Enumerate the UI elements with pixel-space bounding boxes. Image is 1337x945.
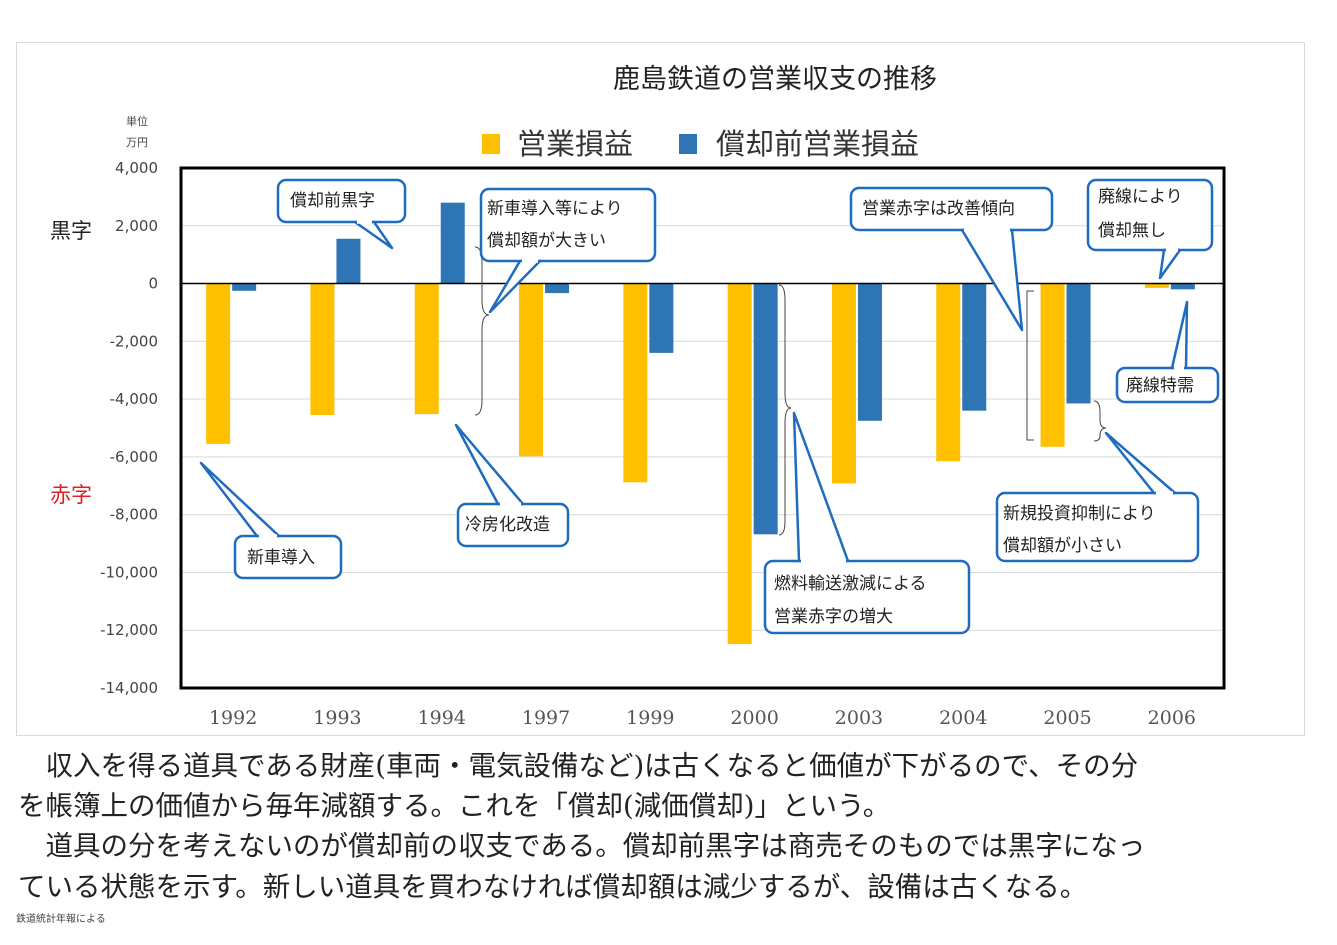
callout-box-9 <box>995 491 1200 563</box>
callout-tail-7 <box>199 461 281 538</box>
body-line-1: 収入を得る道具である財産(車両・電気設備など)は古くなると価値が下がるので、その… <box>18 750 1139 782</box>
callout-text-7-1: 新車導入 <box>247 548 315 568</box>
y-tick-label: -6,000 <box>110 448 158 466</box>
callout-text-8-1: 燃料輸送激減による <box>774 574 927 594</box>
bar-pre-depreciation-1999 <box>649 283 674 353</box>
bar-operating-1999 <box>623 283 648 483</box>
unit-label-2: 万円 <box>126 136 148 149</box>
y-tick-label: 0 <box>148 275 158 293</box>
bar-operating-2006 <box>1144 283 1169 288</box>
x-tick-2000: 2000 <box>730 707 778 729</box>
callout-text-9-1: 新規投資抑制により <box>1003 504 1156 524</box>
y-tick-label: -14,000 <box>100 679 158 697</box>
y-tick-label: -4,000 <box>110 390 158 408</box>
bar-pre-depreciation-1997 <box>545 283 570 294</box>
body-line-4: ている状態を示す。新しい道具を買わなければ償却額は減少するが、設備は古くなる。 <box>18 871 1088 903</box>
x-tick-1994: 1994 <box>418 707 466 729</box>
callout-text-9-2: 償却額が小さい <box>1003 536 1122 556</box>
callout-text-1-1: 償却前黒字 <box>290 191 375 211</box>
callout-box-2 <box>479 187 657 263</box>
bar-pre-depreciation-1993 <box>336 238 361 284</box>
x-tick-2003: 2003 <box>835 707 883 729</box>
bar-operating-1992 <box>206 283 231 444</box>
callout-box-1 <box>276 178 407 224</box>
bar-operating-2000 <box>727 283 752 645</box>
bar-operating-2003 <box>831 283 856 484</box>
bracket-fuel <box>778 284 792 536</box>
bar-operating-1993 <box>310 283 335 415</box>
x-tick-1993: 1993 <box>313 707 361 729</box>
callout-box-8 <box>763 559 971 635</box>
legend-swatch-1 <box>482 134 500 154</box>
bar-pre-depreciation-2000 <box>753 283 778 535</box>
callout-text-4-1: 廃線により <box>1098 187 1183 207</box>
callout-tail-4 <box>1158 248 1182 280</box>
callout-text-3-1: 営業赤字は改善傾向 <box>862 199 1015 219</box>
y-tick-label: -2,000 <box>110 332 158 350</box>
callout-box-3 <box>849 186 1054 232</box>
bar-operating-2004 <box>936 283 961 462</box>
bracket-2005 <box>1026 290 1034 441</box>
y-tick-label: -10,000 <box>100 563 158 581</box>
bar-pre-depreciation-2004 <box>962 283 987 411</box>
chart-frame <box>16 42 1305 736</box>
legend-label-1: 営業損益 <box>517 127 633 161</box>
x-tick-2004: 2004 <box>939 707 987 729</box>
callout-tail-5 <box>1170 300 1189 370</box>
bracket-2005-small <box>1093 400 1107 442</box>
body-line-3: 道具の分を考えないのが償却前の収支である。償却前黒字は商売そのものでは黒字になっ <box>18 830 1146 862</box>
callout-text-6-1: 冷房化改造 <box>465 515 550 535</box>
x-tick-2005: 2005 <box>1043 707 1091 729</box>
y-tick-label: -12,000 <box>100 621 158 639</box>
callout-tail-6 <box>454 423 525 506</box>
legend-swatch-2 <box>679 134 697 154</box>
x-tick-1992: 1992 <box>209 707 257 729</box>
bar-pre-depreciation-2003 <box>857 283 882 421</box>
callout-box-5 <box>1115 366 1220 404</box>
bar-operating-2005 <box>1040 283 1065 447</box>
bracket-depreciation <box>474 246 490 416</box>
y-tick-label: -8,000 <box>110 506 158 524</box>
callout-box-4 <box>1086 178 1214 252</box>
profit-side-label: 黒字 <box>50 219 92 243</box>
callout-text-2-2: 償却額が大きい <box>487 231 606 251</box>
callout-box-7 <box>233 534 343 580</box>
callout-text-2-1: 新車導入等により <box>487 199 623 219</box>
chart-title: 鹿島鉄道の営業収支の推移 <box>613 64 937 95</box>
body-line-2: を帳簿上の価値から毎年減額する。これを「償却(減価償却)」という。 <box>18 790 891 822</box>
y-tick-label: 2,000 <box>115 217 158 235</box>
bar-operating-1994 <box>414 283 439 415</box>
callout-text-5-1: 廃線特需 <box>1126 376 1194 396</box>
callout-text-8-2: 営業赤字の増大 <box>774 607 893 627</box>
bar-operating-1997 <box>519 283 544 457</box>
plot-border <box>179 166 1226 690</box>
y-tick-label: 4,000 <box>115 159 158 177</box>
callout-tail-9 <box>1104 431 1177 495</box>
source-note: 鉄道統計年報による <box>16 914 106 925</box>
loss-side-label: 赤字 <box>50 483 92 507</box>
bar-pre-depreciation-1994 <box>440 202 465 284</box>
unit-label-1: 単位 <box>126 114 148 128</box>
x-tick-2006: 2006 <box>1148 707 1196 729</box>
x-tick-1997: 1997 <box>522 707 570 729</box>
bar-pre-depreciation-1992 <box>232 283 257 291</box>
bar-pre-depreciation-2005 <box>1066 283 1091 404</box>
legend-label-2: 償却前営業損益 <box>716 127 919 161</box>
bar-pre-depreciation-2006 <box>1170 283 1195 290</box>
x-tick-1999: 1999 <box>626 707 674 729</box>
callout-text-4-2: 償却無し <box>1098 221 1166 241</box>
